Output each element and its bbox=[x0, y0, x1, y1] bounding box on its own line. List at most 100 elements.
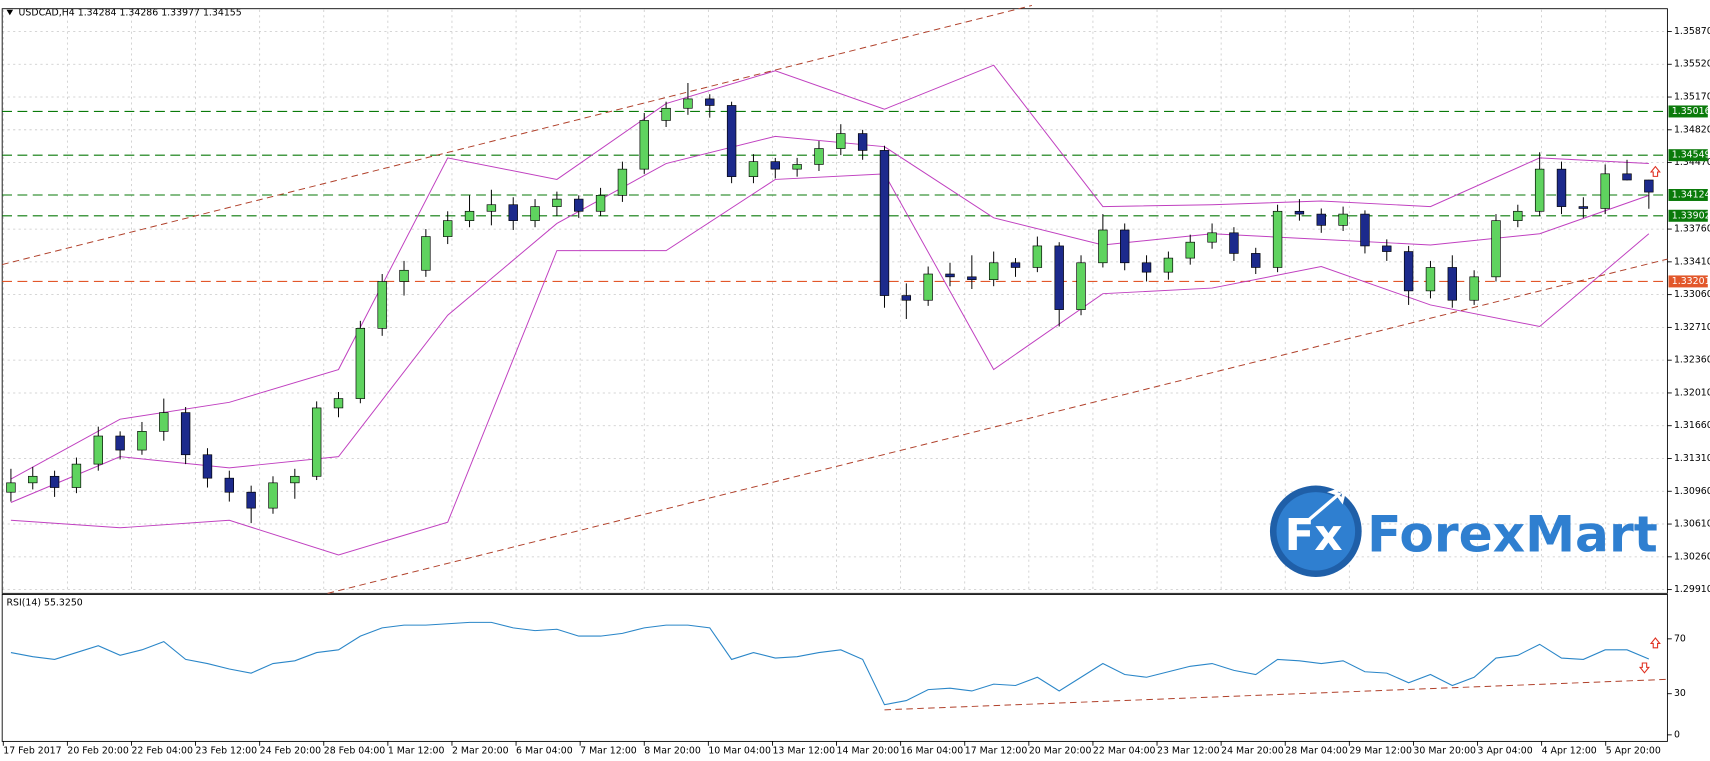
y-tick-label: 1.34470 bbox=[1674, 157, 1710, 168]
candle-body bbox=[1032, 245, 1043, 268]
candle-body bbox=[1294, 210, 1305, 215]
level-label: 1.34124 bbox=[1672, 189, 1710, 200]
candle-body bbox=[814, 148, 824, 165]
y-tick-label: 1.31310 bbox=[1674, 453, 1710, 464]
candle-body bbox=[508, 204, 518, 221]
candle-body bbox=[268, 482, 278, 509]
candle-body bbox=[1338, 213, 1348, 226]
y-tick-label: 1.35520 bbox=[1674, 59, 1710, 70]
x-tick-label: 13 Mar 12:00 bbox=[772, 746, 835, 757]
x-tick-label: 8 Mar 20:00 bbox=[644, 746, 701, 757]
candle-body bbox=[1229, 232, 1239, 254]
x-tick-label: 28 Feb 04:00 bbox=[324, 746, 386, 757]
x-tick-label: 30 Mar 20:00 bbox=[1413, 746, 1476, 757]
candle-body bbox=[399, 269, 409, 282]
y-tick-label: 0 bbox=[1674, 729, 1680, 740]
y-tick-label: 1.30260 bbox=[1674, 551, 1710, 562]
level-label: 1.34549 bbox=[1672, 150, 1710, 161]
candle-body bbox=[639, 120, 649, 170]
x-tick-label: 17 Feb 2017 bbox=[3, 746, 61, 757]
candle-body bbox=[595, 195, 606, 212]
candle-body bbox=[377, 281, 387, 329]
candle-body bbox=[1622, 173, 1632, 181]
logo: Fx ForexMart bbox=[1269, 485, 1658, 578]
candle-body bbox=[355, 328, 366, 399]
candle-body bbox=[1272, 210, 1283, 268]
candle-body bbox=[1360, 213, 1370, 247]
x-tick-label: 28 Mar 04:00 bbox=[1285, 746, 1348, 757]
candle-body bbox=[93, 435, 103, 465]
candle-body bbox=[661, 107, 671, 121]
y-tick-label: 1.30610 bbox=[1674, 519, 1710, 530]
candle-body bbox=[1600, 173, 1610, 209]
up-arrow bbox=[1649, 165, 1661, 177]
rsi-line bbox=[10, 621, 1650, 706]
x-tick-label: 5 Apr 20:00 bbox=[1606, 746, 1661, 757]
candle-body bbox=[1447, 267, 1457, 301]
candle-body bbox=[1185, 241, 1195, 259]
candle-body bbox=[967, 276, 977, 280]
candle-body bbox=[159, 412, 169, 432]
candle-body bbox=[552, 198, 562, 207]
level-label-box bbox=[1668, 188, 1708, 201]
candle-body bbox=[71, 463, 82, 488]
level-label-box bbox=[1668, 275, 1708, 288]
up-arrow bbox=[1649, 637, 1661, 649]
level-label-box bbox=[1668, 105, 1708, 118]
candle-body bbox=[486, 204, 497, 212]
candle-body bbox=[464, 210, 475, 221]
candle-body bbox=[224, 477, 235, 493]
candle-body bbox=[726, 105, 737, 177]
x-tick-label: 3 Apr 04:00 bbox=[1478, 746, 1533, 757]
y-tick-label: 1.35870 bbox=[1674, 26, 1710, 37]
x-tick-label: 10 Mar 04:00 bbox=[708, 746, 771, 757]
candle-body bbox=[683, 98, 693, 109]
candle-body bbox=[945, 273, 955, 278]
candle-body bbox=[770, 161, 780, 170]
candle-body bbox=[1491, 220, 1501, 278]
candle-body bbox=[1163, 257, 1174, 273]
chart-title: USDCAD,H4 1.34284 1.34286 1.33977 1.3415… bbox=[19, 8, 242, 19]
candle-body bbox=[180, 412, 191, 456]
rsi-panel bbox=[1, 593, 1668, 742]
level-label: 1.33201 bbox=[1672, 276, 1710, 287]
candle-body bbox=[1054, 245, 1064, 310]
x-tick-label: 17 Mar 12:00 bbox=[965, 746, 1028, 757]
bollinger-upper bbox=[10, 64, 1649, 480]
x-tick-label: 24 Feb 20:00 bbox=[260, 746, 322, 757]
y-tick-label: 1.34820 bbox=[1674, 124, 1710, 135]
candle-body bbox=[705, 98, 715, 106]
x-tick-label: 23 Feb 12:00 bbox=[196, 746, 258, 757]
x-tick-label: 29 Mar 12:00 bbox=[1349, 746, 1412, 757]
candle-body bbox=[1010, 262, 1021, 268]
candle-body bbox=[1098, 229, 1108, 264]
candle-body bbox=[530, 206, 540, 221]
candle-body bbox=[792, 164, 802, 170]
grid bbox=[2, 9, 1668, 593]
x-tick-label: 2 Mar 20:00 bbox=[452, 746, 509, 757]
candle-body bbox=[879, 150, 890, 296]
candle-body bbox=[1578, 206, 1589, 209]
y-tick-label: 1.31660 bbox=[1674, 420, 1710, 431]
y-tick-label: 1.33760 bbox=[1674, 224, 1710, 235]
candle-body bbox=[246, 491, 256, 509]
y-tick-label: 1.32010 bbox=[1674, 387, 1710, 398]
y-tick-label: 70 bbox=[1674, 633, 1686, 644]
bollinger-lower bbox=[10, 173, 1650, 556]
logo-icon: Fx bbox=[1285, 511, 1343, 561]
candle-body bbox=[748, 161, 759, 177]
candle-body bbox=[1534, 168, 1545, 212]
candle-body bbox=[1403, 251, 1414, 292]
candle-body bbox=[28, 475, 38, 484]
candle-body bbox=[923, 273, 933, 301]
level-label: 1.33902 bbox=[1672, 210, 1710, 221]
candle-body bbox=[574, 198, 584, 212]
level-label-box bbox=[1668, 209, 1708, 222]
x-tick-label: 7 Mar 12:00 bbox=[580, 746, 637, 757]
x-tick-label: 16 Mar 04:00 bbox=[901, 746, 964, 757]
candle-body bbox=[1469, 276, 1479, 301]
candle-body bbox=[290, 475, 300, 484]
x-tick-label: 23 Mar 12:00 bbox=[1157, 746, 1220, 757]
candle-body bbox=[1425, 267, 1436, 292]
